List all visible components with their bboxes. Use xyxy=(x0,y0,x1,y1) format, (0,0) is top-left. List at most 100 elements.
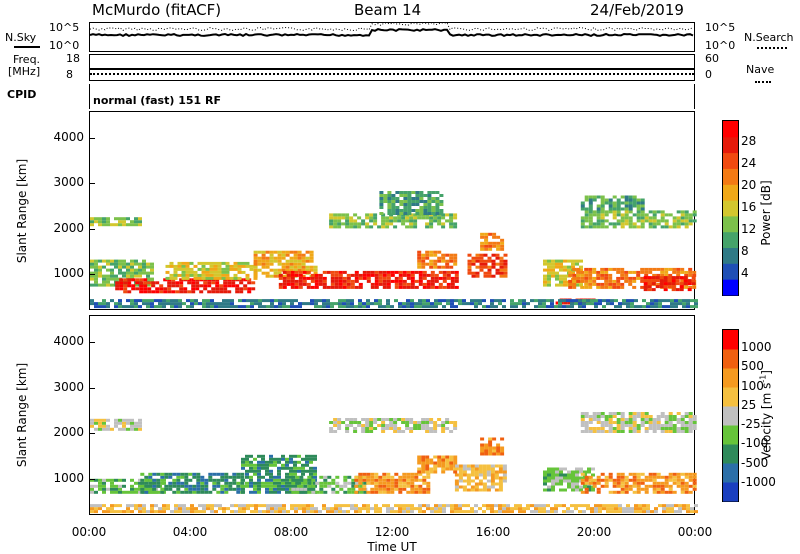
power-cell xyxy=(337,216,342,220)
velocity-cell xyxy=(445,461,450,465)
velocity-cell xyxy=(482,482,487,486)
power-cell xyxy=(354,279,359,283)
power-cell xyxy=(588,216,593,220)
velocity-cell xyxy=(269,460,273,464)
power-cell xyxy=(592,213,597,217)
power-cell xyxy=(253,253,258,257)
velocity-cell xyxy=(672,490,677,494)
power-cell xyxy=(131,278,136,282)
power-cell xyxy=(322,270,327,274)
velocity-cell xyxy=(594,507,598,511)
colorbar-segment xyxy=(723,387,738,407)
power-cell xyxy=(429,250,434,254)
velocity-cell xyxy=(692,481,697,485)
velocity-cell xyxy=(624,421,629,424)
power-cell xyxy=(676,222,681,226)
cpid-label: CPID xyxy=(7,88,37,101)
velocity-cell xyxy=(354,510,358,514)
power-cell xyxy=(559,283,563,287)
velocity-cell xyxy=(632,427,637,430)
velocity-cell xyxy=(293,484,297,488)
power-cell xyxy=(624,222,629,226)
velocity-cell xyxy=(462,470,467,474)
velocity-cell xyxy=(98,421,102,425)
velocity-cell xyxy=(482,464,487,468)
velocity-cell xyxy=(680,427,685,430)
power-cell xyxy=(290,282,295,286)
velocity-cell xyxy=(474,473,479,477)
velocity-cell xyxy=(236,487,241,491)
velocity-cell xyxy=(94,484,98,488)
power-cell xyxy=(571,271,575,275)
power-cell xyxy=(664,213,669,217)
power-cell xyxy=(675,279,680,283)
power-cell xyxy=(480,235,485,239)
power-cell xyxy=(393,216,398,220)
power-cell xyxy=(503,262,508,266)
velocity-cell xyxy=(257,460,261,464)
velocity-cell xyxy=(628,427,633,430)
power-cell xyxy=(640,207,645,211)
velocity-cell xyxy=(314,507,318,511)
power-cell xyxy=(427,203,432,206)
velocity-cell xyxy=(302,510,306,514)
power-cell xyxy=(346,273,351,277)
velocity-cell xyxy=(496,452,501,456)
power-cell xyxy=(671,282,676,286)
power-cell xyxy=(660,225,665,229)
velocity-cell xyxy=(289,481,293,485)
velocity-cell xyxy=(676,481,681,485)
velocity-cell xyxy=(486,464,491,468)
power-cell xyxy=(588,267,593,271)
velocity-cell xyxy=(688,472,693,476)
power-cell xyxy=(177,264,182,268)
power-cell xyxy=(342,276,347,280)
velocity-cell xyxy=(224,481,229,485)
power-cell xyxy=(407,200,412,203)
power-colorbar xyxy=(722,120,739,296)
power-cell xyxy=(606,302,610,306)
power-cell xyxy=(579,259,583,263)
velocity-cell xyxy=(654,507,658,511)
velocity-cell xyxy=(206,504,210,508)
velocity-cell xyxy=(492,452,497,456)
power-cell xyxy=(687,282,692,286)
velocity-cell xyxy=(480,446,485,450)
power-cell xyxy=(185,267,190,271)
velocity-cell xyxy=(394,472,399,476)
power-cell xyxy=(293,262,298,266)
power-cell xyxy=(584,273,589,277)
velocity-cell xyxy=(401,421,406,424)
power-cell xyxy=(670,305,674,309)
power-cell xyxy=(257,256,262,260)
power-cell xyxy=(90,271,94,275)
velocity-cell xyxy=(538,507,542,511)
power-cell xyxy=(395,200,400,203)
power-cell xyxy=(301,256,306,260)
velocity-cell xyxy=(413,427,418,430)
velocity-cell xyxy=(426,481,431,485)
velocity-cell xyxy=(126,421,130,425)
velocity-cell xyxy=(590,510,594,514)
power-cell xyxy=(374,299,378,303)
power-cell xyxy=(106,277,110,281)
velocity-cell xyxy=(278,507,282,511)
velocity-cell xyxy=(684,412,689,415)
velocity-cell xyxy=(386,507,390,511)
noise-tick-low: 10^0 xyxy=(49,39,80,52)
velocity-cell xyxy=(578,510,582,514)
velocity-cell xyxy=(196,472,201,476)
power-cell xyxy=(559,274,563,278)
power-cell xyxy=(398,273,403,277)
velocity-cell xyxy=(608,475,613,479)
velocity-cell xyxy=(126,418,130,422)
power-cell xyxy=(610,299,614,303)
power-cell xyxy=(209,267,214,271)
power-cell xyxy=(233,273,238,277)
power-cell xyxy=(584,285,589,289)
power-cell xyxy=(174,299,178,303)
power-cell xyxy=(640,279,645,283)
power-cell xyxy=(442,299,446,303)
velocity-cell xyxy=(602,504,606,508)
power-cell xyxy=(692,219,697,223)
